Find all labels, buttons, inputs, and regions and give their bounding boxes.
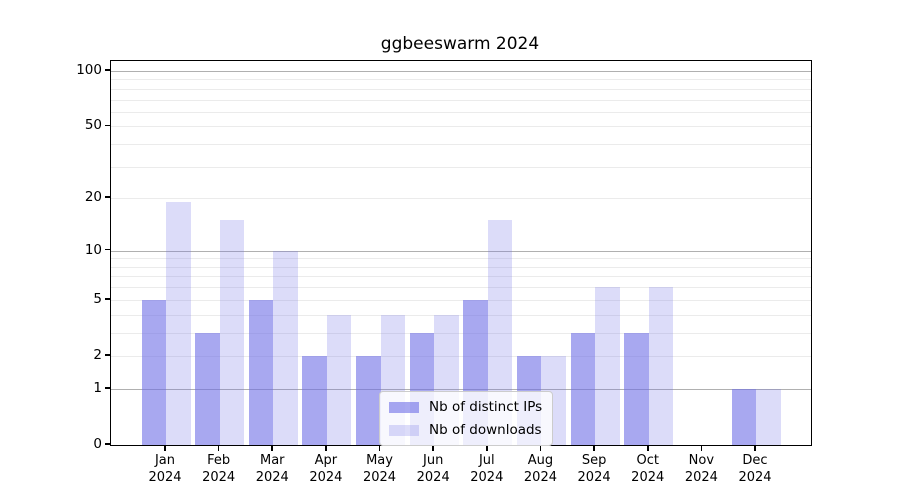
x-tick-mark — [646, 445, 649, 451]
x-tick-label: May 2024 — [362, 453, 397, 485]
bar-downloads — [166, 202, 191, 445]
y-tick-label: 100 — [76, 62, 102, 78]
x-tick-label: Oct 2024 — [631, 453, 665, 485]
x-tick-mark — [754, 445, 756, 451]
x-tick-label: Feb 2024 — [202, 453, 236, 485]
gridline-minor — [111, 99, 811, 101]
x-tick-mark — [700, 445, 703, 451]
gridline-major — [111, 250, 811, 252]
bar-downloads — [273, 250, 298, 445]
legend-label: Nb of distinct IPs — [429, 399, 543, 415]
y-tick-mark — [105, 69, 110, 71]
x-tick-mark — [593, 445, 595, 451]
x-tick-mark — [378, 445, 381, 451]
chart-title: ggbeeswarm 2024 — [380, 34, 540, 54]
y-tick-mark — [105, 196, 110, 199]
x-tick-label: Nov 2024 — [684, 453, 718, 485]
gridline-minor — [111, 111, 811, 113]
x-tick-label: Dec 2024 — [738, 453, 772, 485]
x-tick-mark — [325, 445, 327, 451]
gridline-minor — [111, 198, 811, 200]
x-tick-label: Aug 2024 — [523, 453, 557, 485]
gridline-minor — [111, 314, 811, 316]
x-tick-mark — [271, 445, 274, 451]
x-tick-label: Sep 2024 — [577, 453, 611, 485]
legend: Nb of distinct IPs Nb of downloads — [379, 391, 554, 446]
y-tick-label: 10 — [84, 241, 102, 258]
gridline-minor — [111, 144, 811, 146]
gridline-minor — [111, 126, 811, 128]
gridline-minor — [111, 299, 811, 301]
y-tick-mark — [105, 354, 110, 356]
legend-swatch-distinct-ips — [389, 401, 419, 413]
legend-item-distinct-ips: Nb of distinct IPs — [389, 399, 542, 415]
gridline-minor — [111, 266, 811, 268]
y-tick-mark — [105, 387, 110, 389]
y-tick-label: 0 — [93, 436, 102, 452]
gridline-major — [111, 388, 811, 390]
x-tick-label: Jan 2024 — [148, 453, 182, 485]
gridline-minor — [111, 355, 811, 357]
x-tick-mark — [164, 445, 166, 451]
gridline-minor — [111, 276, 811, 278]
gridline-minor — [111, 332, 811, 334]
y-tick-mark — [105, 443, 110, 445]
bar-downloads — [326, 314, 352, 445]
bar-distinct-ips — [624, 332, 649, 445]
bar-distinct-ips — [141, 299, 166, 445]
gridline-major — [111, 71, 811, 72]
bar-distinct-ips — [248, 299, 274, 445]
legend-item-downloads: Nb of downloads — [389, 422, 542, 438]
bar-downloads — [595, 287, 620, 445]
x-tick-label: Apr 2024 — [309, 453, 343, 485]
gridline-minor — [111, 287, 811, 289]
bar-distinct-ips — [356, 355, 381, 445]
x-tick-label: Mar 2024 — [255, 453, 289, 485]
y-tick-mark — [105, 297, 110, 300]
bar-distinct-ips — [195, 332, 220, 445]
gridline-minor — [111, 88, 811, 90]
gridline-minor — [111, 79, 811, 81]
legend-label: Nb of downloads — [429, 422, 542, 438]
bar-distinct-ips — [570, 332, 596, 445]
bar-distinct-ips — [731, 388, 756, 445]
y-tick-mark — [105, 248, 110, 251]
y-tick-label: 5 — [93, 290, 102, 307]
gridline-minor — [111, 166, 811, 168]
legend-swatch-downloads — [389, 424, 419, 436]
plot-area: Nb of distinct IPs Nb of downloads — [110, 60, 812, 446]
y-tick-label: 2 — [93, 346, 102, 363]
x-tick-mark — [432, 445, 434, 451]
y-tick-label: 20 — [84, 189, 102, 206]
y-tick-label: 50 — [84, 117, 102, 134]
bar-downloads — [648, 287, 674, 445]
bar-distinct-ips — [302, 355, 327, 445]
gridline-minor — [111, 258, 811, 260]
x-tick-label: Jun 2024 — [416, 453, 450, 485]
bar-downloads — [756, 388, 781, 445]
x-tick-label: Jul 2024 — [470, 453, 504, 485]
x-tick-mark — [539, 445, 542, 451]
bar-downloads — [219, 220, 245, 445]
y-tick-label: 1 — [93, 379, 102, 396]
y-tick-mark — [105, 124, 110, 127]
x-tick-mark — [217, 445, 220, 451]
x-tick-mark — [486, 445, 488, 451]
